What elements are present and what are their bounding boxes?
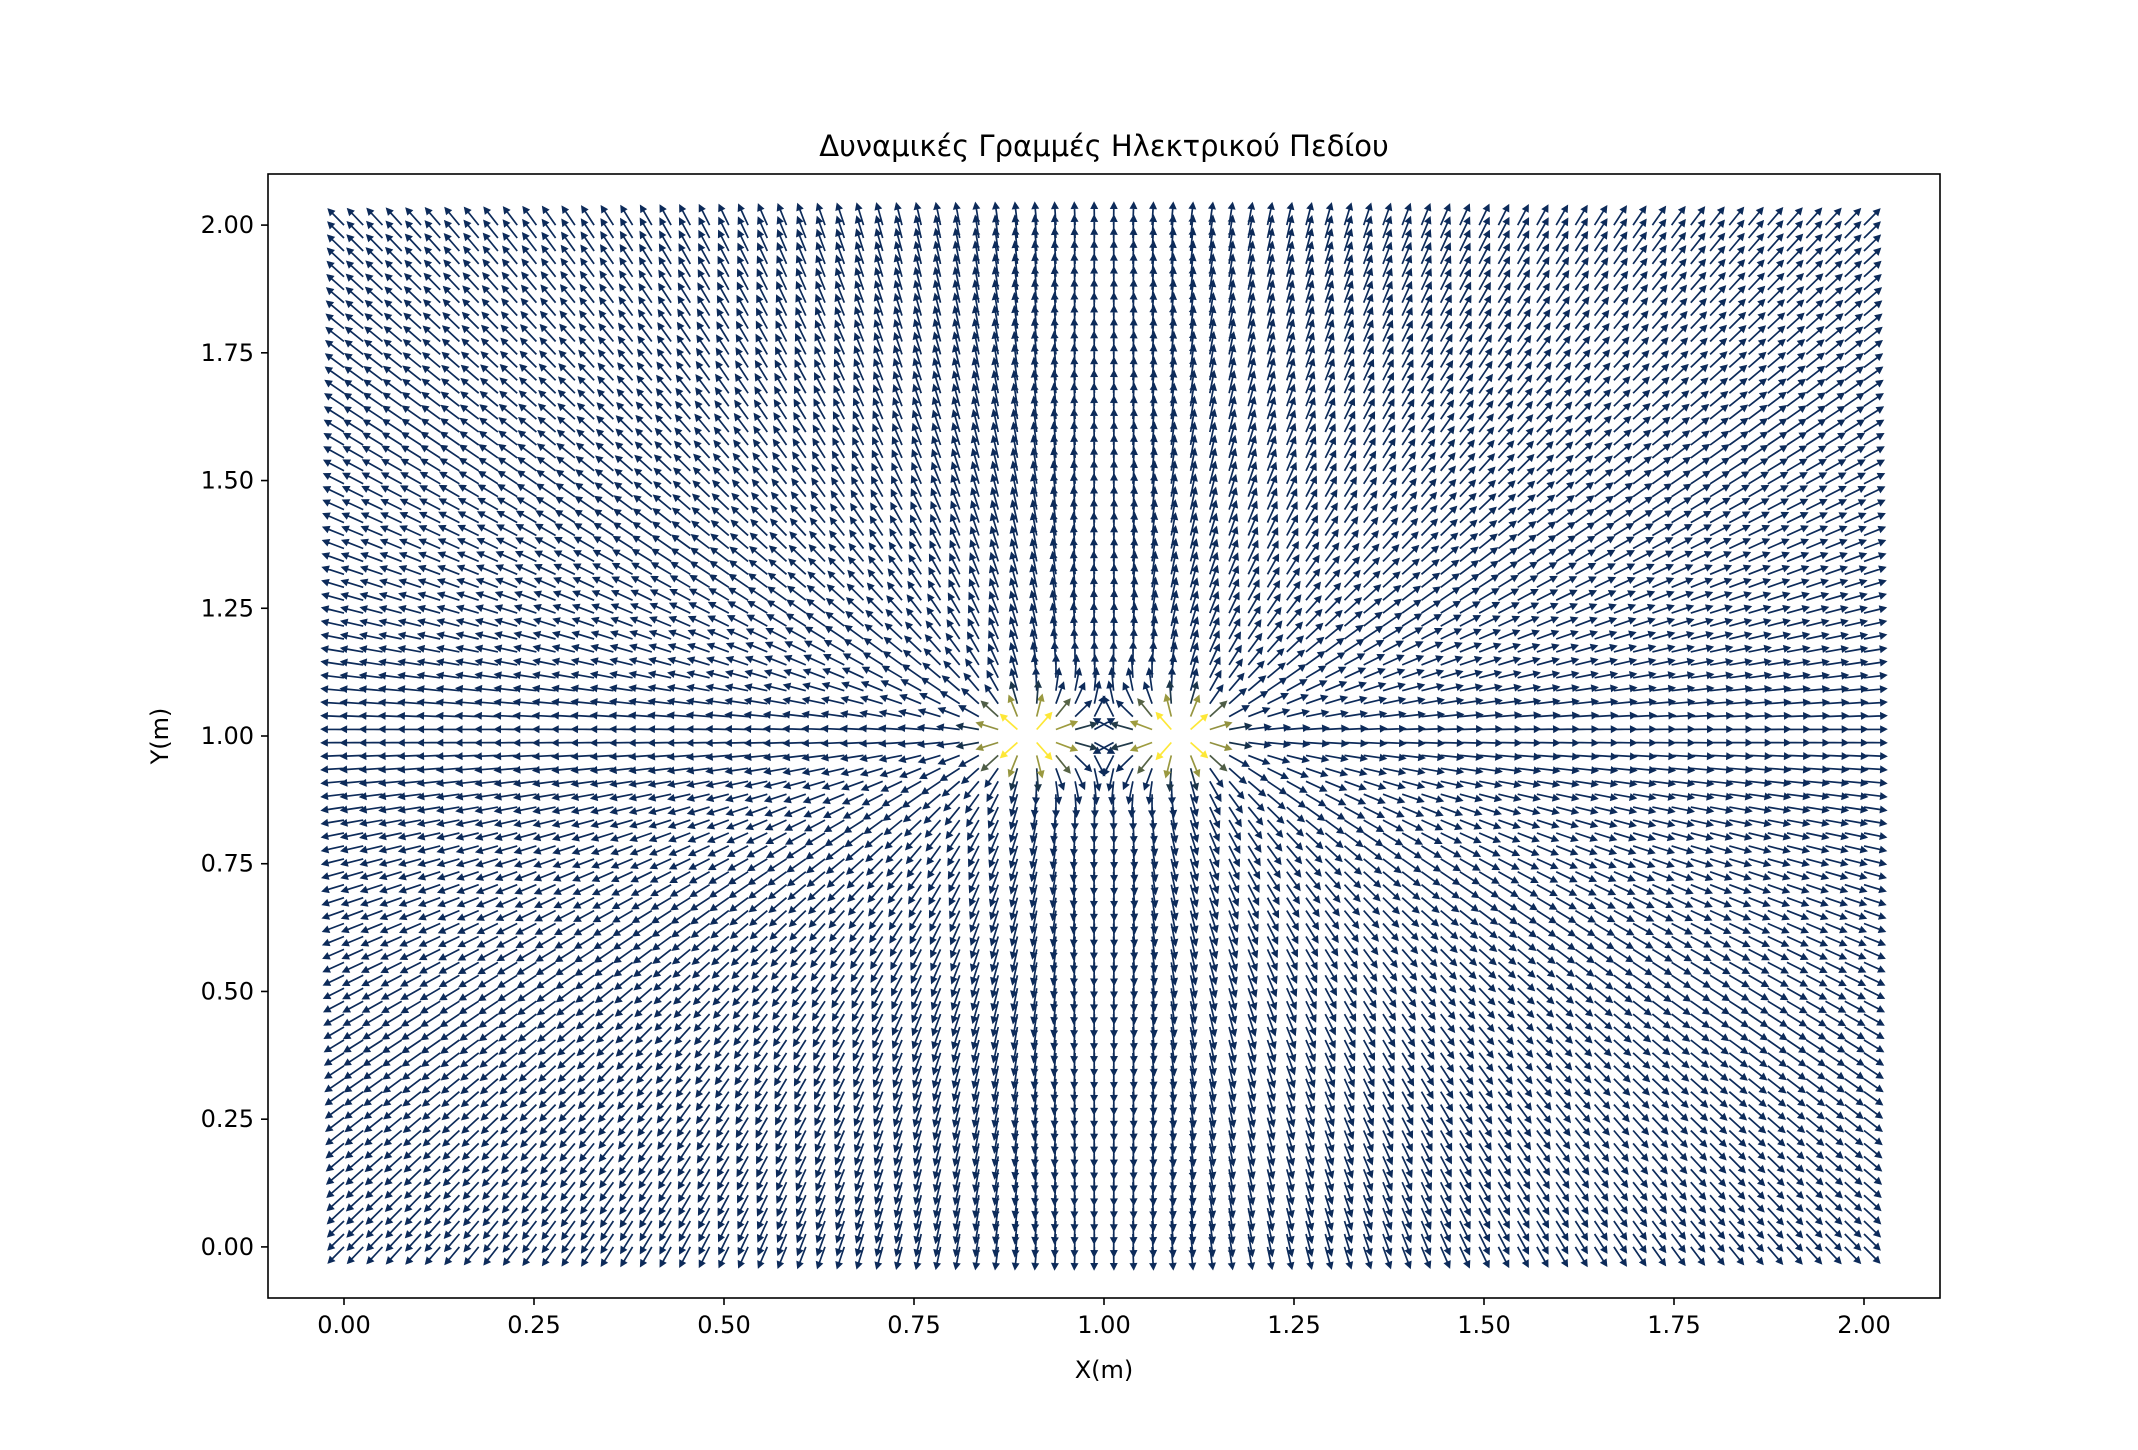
x-tick-label: 0.50 [697,1311,750,1339]
y-tick-label: 0.25 [201,1105,254,1133]
field-arrow-near-charge [1055,754,1071,774]
quiver-arrows [320,201,1888,1271]
field-arrow-near-charge [1007,755,1019,778]
field-arrow-near-charge [1033,679,1042,704]
x-tick-label: 2.00 [1837,1311,1890,1339]
field-arrow-near-charge [1036,711,1053,731]
field-arrow-near-charge [955,722,980,731]
chart-title: Δυναμικές Γραμμές Ηλεκτρικού Πεδίου [819,129,1389,163]
field-arrow-near-charge [1166,679,1175,704]
field-arrow-near-charge [1008,680,1019,704]
field-arrow-near-charge [1129,720,1153,731]
field-arrow-near-charge [1055,741,1079,752]
x-tick-label: 1.50 [1457,1311,1510,1339]
y-tick-label: 1.50 [201,467,254,495]
field-arrow-near-charge [1137,698,1153,718]
field-arrow-near-charge [975,720,999,731]
field-arrow-near-charge [1008,768,1019,792]
field-arrow-near-charge [999,713,1018,731]
field-arrow-near-charge [1109,741,1134,751]
field-arrow-near-charge [1155,711,1172,731]
y-tick-label: 1.75 [201,339,254,367]
x-tick-label: 1.00 [1077,1311,1130,1339]
y-tick-label: 0.00 [201,1233,254,1261]
field-arrow-near-charge [1074,721,1099,731]
field-arrow-near-charge [1055,698,1071,718]
x-tick-label: 0.00 [317,1311,370,1339]
x-axis-label: X(m) [1075,1356,1134,1384]
field-arrow-near-charge [1190,741,1209,759]
field-arrow-near-charge [1163,755,1173,779]
field-arrow-near-charge [980,700,999,718]
field-arrow-near-charge [1166,768,1175,793]
field-arrow-near-charge [1190,713,1209,731]
field-arrow-near-charge [975,741,999,752]
field-arrow-near-charge [1074,741,1099,751]
field-arrow-near-charge [999,741,1018,759]
field-arrow-near-charge [1137,754,1153,774]
field-arrows [320,201,1888,1271]
field-arrow-near-charge [1129,741,1153,752]
plot-area [320,201,1888,1271]
field-arrow-near-charge [1035,755,1045,779]
y-tick-label: 1.00 [201,722,254,750]
field-arrow-near-charge [1055,720,1079,731]
x-axis: 0.00 0.25 0.50 0.75 1.00 1.25 1.50 1.75 2.00 [317,1298,1891,1339]
field-arrow-near-charge [1155,741,1172,761]
x-tick-label: 1.75 [1647,1311,1700,1339]
x-tick-label: 0.75 [887,1311,940,1339]
field-arrow-near-charge [1209,720,1233,731]
field-arrow-near-charge [1189,680,1200,704]
field-arrow-near-charge [1033,768,1042,793]
field-arrow-near-charge [1109,721,1134,731]
field-arrow-near-charge [1209,754,1228,772]
y-tick-label: 1.25 [201,594,254,622]
y-tick-label: 0.50 [201,977,254,1005]
field-arrow-near-charge [1189,694,1201,717]
field-arrow-near-charge [980,754,999,772]
y-axis-label: Y(m) [146,708,174,766]
field-arrow-near-charge [1007,694,1019,717]
field-arrow-near-charge [1035,693,1045,717]
field-arrow-near-charge [955,741,980,750]
y-tick-label: 2.00 [201,211,254,239]
field-arrow-near-charge [1189,755,1201,778]
field-arrow-near-charge [1163,693,1173,717]
field-arrow-near-charge [1189,768,1200,792]
x-tick-label: 0.25 [507,1311,560,1339]
field-arrow-near-charge [1209,741,1233,752]
field-arrow-near-charge [1036,741,1053,761]
y-tick-label: 0.75 [201,850,254,878]
y-axis: 0.00 0.25 0.50 0.75 1.00 1.25 1.50 1.75 2.00 [201,211,268,1261]
x-tick-label: 1.25 [1267,1311,1320,1339]
field-arrow-near-charge [1228,722,1253,731]
field-arrow-near-charge [1228,741,1253,750]
field-arrow-near-charge [1209,700,1228,718]
